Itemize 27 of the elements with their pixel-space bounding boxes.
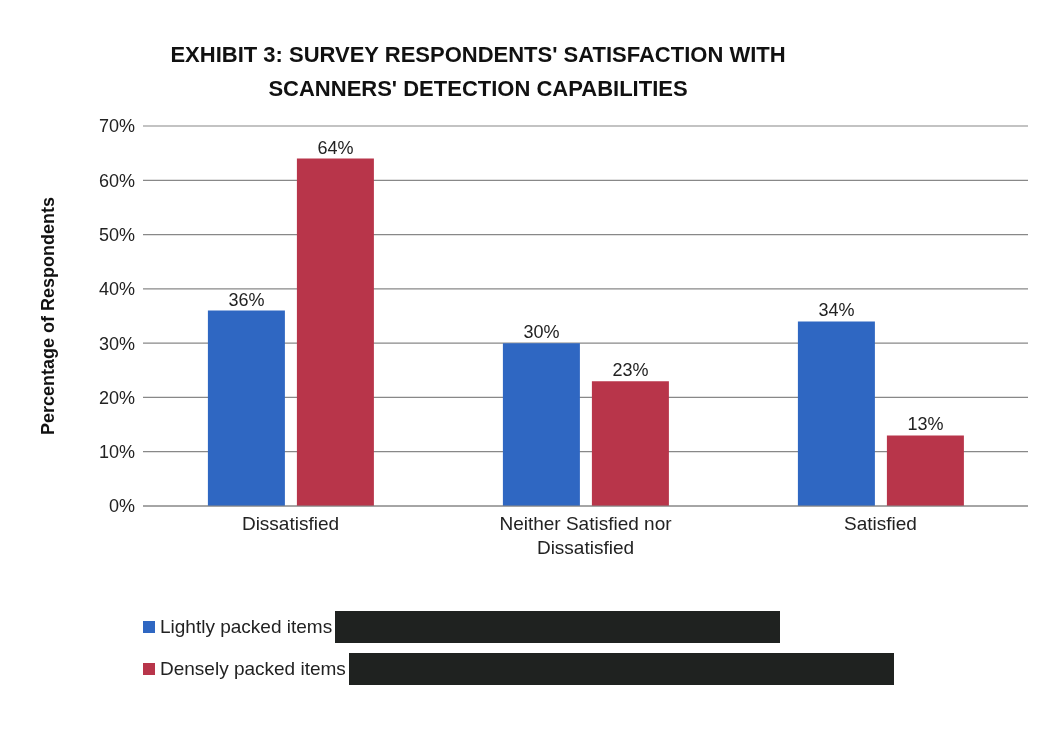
chart-title: EXHIBIT 3: SURVEY RESPONDENTS' SATISFACTION WITH SCANNERS' DETECTION CAPABILITIES bbox=[169, 41, 787, 103]
bar bbox=[797, 321, 875, 506]
legend-label: Lightly packed items bbox=[160, 616, 333, 638]
data-label: 13% bbox=[907, 414, 944, 435]
data-label: 36% bbox=[228, 289, 265, 310]
y-axis-title: Percentage of Respondents bbox=[38, 196, 59, 436]
data-label: 30% bbox=[523, 322, 560, 343]
data-label: 34% bbox=[818, 300, 855, 321]
y-tick-label: 60% bbox=[98, 170, 135, 191]
y-tick-label: 0% bbox=[108, 496, 135, 517]
y-tick-label: 70% bbox=[98, 116, 135, 137]
y-tick-label: 50% bbox=[98, 224, 135, 245]
bar bbox=[591, 381, 669, 506]
y-tick-label: 40% bbox=[98, 279, 135, 300]
x-tick-label: Dissatisfied bbox=[241, 513, 340, 534]
y-tick-label: 20% bbox=[98, 387, 135, 408]
bar bbox=[296, 158, 374, 506]
bar bbox=[502, 343, 580, 506]
y-tick-label: 10% bbox=[98, 442, 135, 463]
x-tick-label: Neither Satisfied nor Dissatisfied bbox=[499, 513, 673, 558]
bar bbox=[886, 435, 964, 506]
data-label: 23% bbox=[612, 360, 649, 381]
x-tick-label: Satisfied bbox=[844, 513, 917, 534]
y-tick-label: 30% bbox=[98, 333, 135, 354]
legend-label: Densely packed items bbox=[160, 658, 346, 680]
data-label: 64% bbox=[317, 137, 354, 158]
bar bbox=[207, 310, 285, 506]
